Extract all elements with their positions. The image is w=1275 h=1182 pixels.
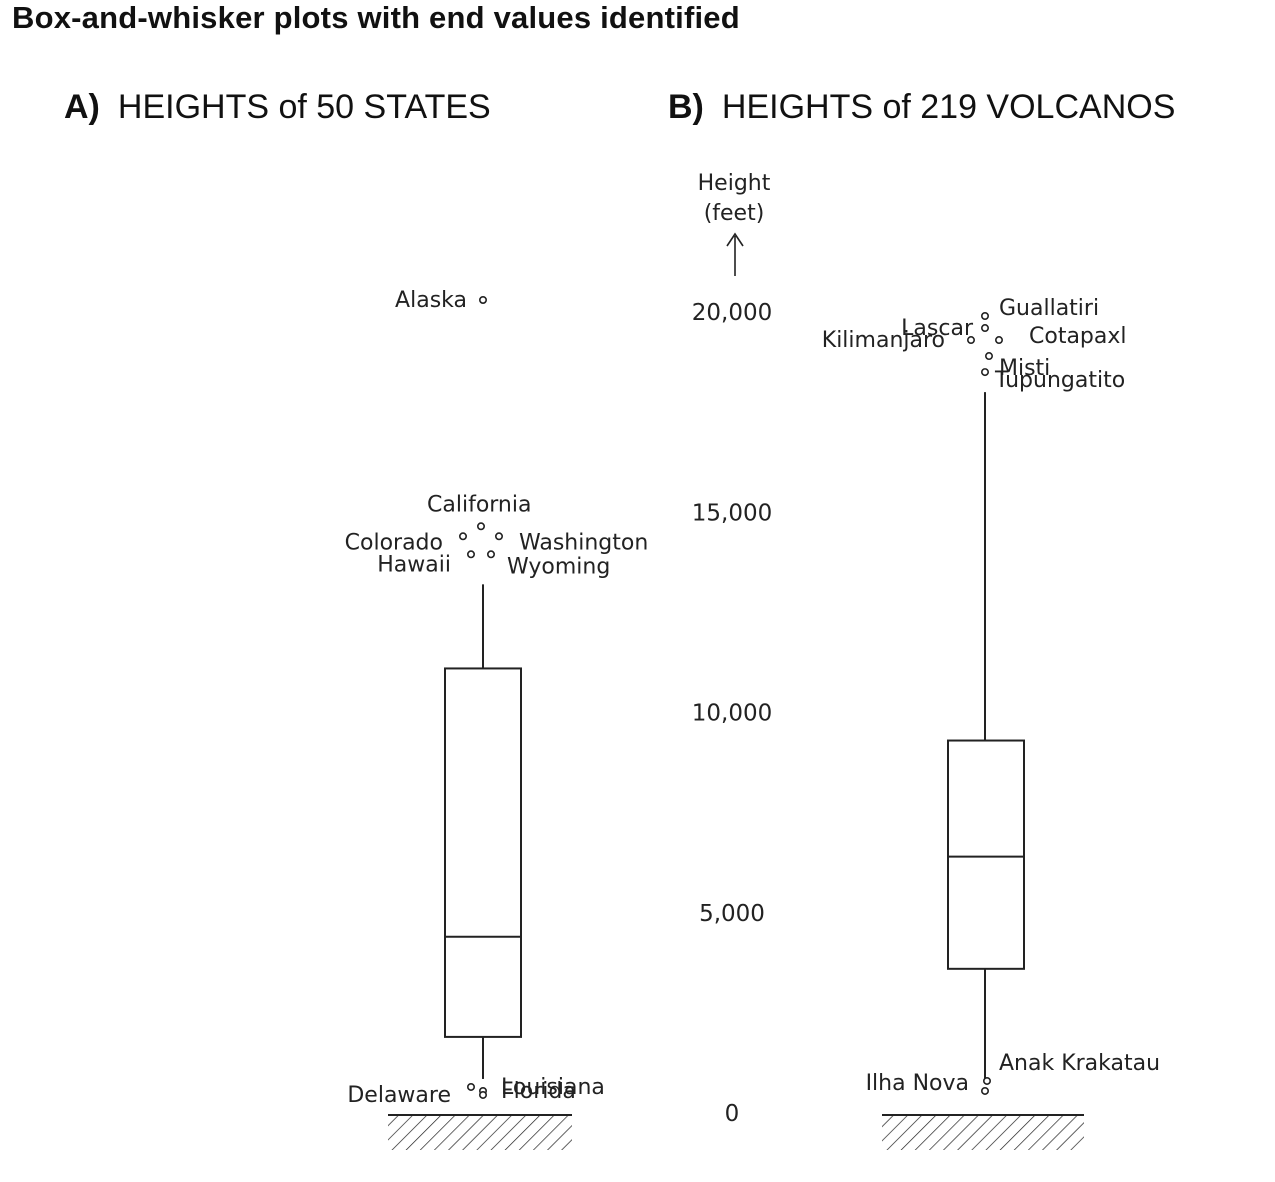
panel-b-point (980, 312, 989, 321)
panel-b-letter: B) (668, 88, 704, 126)
panel-a-title: A) HEIGHTS of 50 STATES (64, 88, 491, 127)
panel-b-point (984, 352, 993, 361)
chart-title: Box-and-whisker plots with end values id… (12, 0, 740, 35)
height-axis: Height (feet) 0 5,000 10,000 15,000 20,000 (692, 171, 772, 1127)
y-tick-label: 10,000 (692, 701, 772, 727)
y-tick-label: 15,000 (692, 500, 772, 526)
y-tick-label: 20,000 (692, 300, 772, 326)
panel-b-point (982, 1076, 991, 1085)
panel-b-point-label: Ilha Nova (866, 1071, 969, 1096)
panel-a-point (478, 1090, 487, 1099)
panel-a-point (458, 532, 467, 541)
panel-b-point (980, 1086, 989, 1095)
panel-b-point-label: Kilimanjaro (822, 328, 945, 353)
panel-b-box (947, 739, 1025, 970)
panel-b-point-label: Anak Krakatau (999, 1051, 1160, 1076)
panel-a-point-label: Florida (501, 1079, 576, 1104)
panel-b-point-label: Lascar (901, 316, 974, 341)
panel-b-ground-hatching (882, 1116, 1084, 1150)
panel-a-point-label: Louisiana (501, 1075, 605, 1100)
y-axis-label: Height (feet) (698, 171, 771, 226)
panel-b-point (966, 336, 975, 345)
panel-a-ground-hatching (388, 1116, 572, 1150)
panel-a-point-label: Colorado (345, 530, 443, 555)
panel-a-point-label: Alaska (395, 288, 467, 313)
panel-a-point-label: Wyoming (507, 554, 610, 579)
panel-a-point (486, 550, 495, 559)
y-tick-label: 0 (725, 1101, 740, 1127)
panel-b-point (994, 336, 1003, 345)
panel-b-title-text: HEIGHTS of 219 VOLCANOS (721, 88, 1176, 126)
panel-a-point (494, 532, 503, 541)
panel-b-title: B) HEIGHTS of 219 VOLCANOS (668, 88, 1175, 127)
panel-b-point-label: Guallatiri (999, 296, 1099, 321)
panel-b-point-label: Misti (999, 356, 1050, 381)
panel-a-point-label: Washington (519, 530, 648, 555)
y-tick-label: 5,000 (699, 901, 765, 927)
panel-a-title-text: HEIGHTS of 50 STATES (117, 88, 491, 126)
panel-a-point (466, 1082, 475, 1091)
panel-a-box (444, 667, 522, 1038)
panel-a-point-label: Hawaii (377, 552, 451, 577)
panel-b-point-label: Cotapaxl (1029, 324, 1127, 349)
up-arrow-icon (726, 232, 744, 276)
panel-b-point (980, 324, 989, 333)
panel-b-point (980, 368, 989, 377)
panel-a-point-label: Delaware (347, 1083, 451, 1108)
panel-a-point (466, 550, 475, 559)
panel-a-point-label: California (427, 492, 531, 517)
panel-a-plot: Alaska California Colorado Washington Hawaii… (345, 288, 648, 1150)
panel-a-point (478, 295, 487, 304)
panel-b-point-label: Tupungatito (994, 368, 1125, 393)
panel-a-letter: A) (64, 88, 100, 126)
panel-a-point (476, 522, 485, 531)
